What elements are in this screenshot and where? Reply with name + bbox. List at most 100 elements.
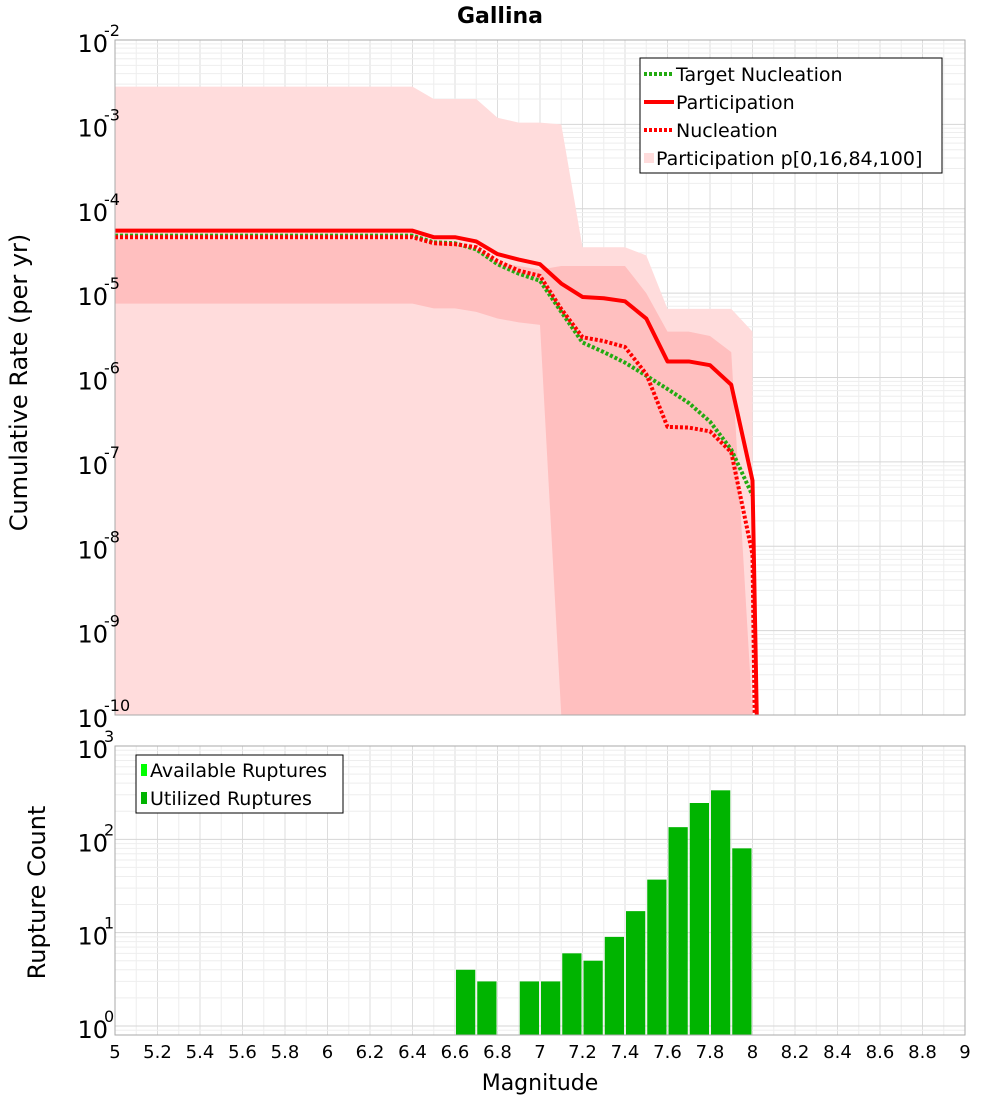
legend-label: Target Nucleation: [675, 64, 843, 86]
y-tick-base: 10: [77, 30, 108, 58]
x-tick-label: 7.4: [611, 1042, 640, 1063]
bar: [562, 953, 582, 1035]
x-tick-label: 7.8: [696, 1042, 725, 1063]
y-tick-exponent: -6: [104, 359, 120, 378]
legend-swatch: [141, 792, 147, 804]
y-tick-base: 10: [77, 829, 108, 857]
y-tick-exponent: -4: [104, 190, 120, 209]
y-tick-label: 10-6: [77, 359, 120, 396]
x-tick-label: 5.8: [271, 1042, 300, 1063]
y-tick-label: 10-7: [77, 443, 120, 480]
x-tick-label: 8: [747, 1042, 758, 1063]
y-tick-base: 10: [77, 923, 108, 951]
legend-box: [135, 754, 344, 814]
bar: [604, 936, 624, 1035]
x-tick-label: 8.6: [866, 1042, 895, 1063]
x-tick-label: 8.8: [908, 1042, 937, 1063]
legend-box: [639, 57, 943, 174]
y-tick-exponent: -5: [104, 274, 120, 293]
y-tick-base: 10: [77, 736, 108, 764]
y-tick-base: 10: [77, 536, 108, 564]
y-tick-label: 100: [77, 1007, 114, 1044]
y-tick-base: 10: [77, 114, 108, 142]
y-tick-label: 10-2: [77, 21, 120, 58]
y-tick-exponent: -10: [104, 696, 130, 715]
band-participation-p16-p84: [115, 239, 753, 716]
x-tick-label: 5.6: [228, 1042, 257, 1063]
y-tick-exponent: 3: [104, 727, 114, 746]
y-tick-exponent: -2: [104, 21, 120, 40]
x-tick-label: 9: [959, 1042, 970, 1063]
series-line-nucleation: [115, 235, 757, 716]
bar: [668, 827, 688, 1035]
x-tick-label: 6: [322, 1042, 333, 1063]
y-tick-base: 10: [77, 621, 108, 649]
rate-plot-y-axis-label: Cumulative Rate (per yr): [5, 234, 33, 532]
legend-label: Nucleation: [676, 120, 778, 142]
rate-plot-lines: [115, 228, 759, 716]
x-tick-label: 5.4: [186, 1042, 215, 1063]
chart-title: Gallina: [457, 4, 543, 29]
legend-swatch: [644, 153, 654, 163]
bar: [477, 981, 497, 1035]
y-tick-label: 10-4: [77, 190, 120, 227]
legend-label: Available Ruptures: [150, 760, 327, 782]
legend-swatch: [141, 764, 147, 776]
y-tick-base: 10: [77, 1016, 108, 1044]
y-tick-base: 10: [77, 452, 108, 480]
bar: [711, 790, 731, 1035]
y-tick-exponent: 2: [104, 820, 114, 839]
rate-plot-legend: Target Nucleation Participation Nucleation…: [639, 57, 943, 174]
bar: [541, 981, 561, 1035]
count-plot-bars: [456, 790, 752, 1035]
y-tick-label: 103: [77, 727, 114, 764]
count-plot-legend: Available Ruptures Utilized Ruptures: [135, 754, 344, 814]
y-tick-label: 10-10: [77, 696, 130, 733]
y-tick-base: 10: [77, 283, 108, 311]
x-tick-label: 7.6: [653, 1042, 682, 1063]
y-tick-exponent: -9: [104, 612, 120, 631]
y-tick-label: 10-5: [77, 274, 120, 311]
y-tick-exponent: 0: [104, 1007, 114, 1026]
bar: [456, 969, 476, 1035]
y-tick-label: 10-3: [77, 105, 120, 142]
y-tick-label: 101: [77, 914, 114, 951]
bar: [647, 879, 667, 1035]
y-tick-label: 102: [77, 820, 114, 857]
y-tick-base: 10: [77, 368, 108, 396]
y-tick-exponent: -8: [104, 527, 120, 546]
x-tick-label: 5.2: [143, 1042, 172, 1063]
x-tick-label: 8.4: [823, 1042, 852, 1063]
y-tick-exponent: -7: [104, 443, 120, 462]
y-tick-exponent: -3: [104, 105, 120, 124]
y-tick-exponent: 1: [104, 914, 114, 933]
legend-label: Participation p[0,16,84,100]: [656, 148, 922, 170]
bar: [519, 981, 539, 1035]
legend-label: Participation: [676, 92, 795, 114]
x-tick-label: 5: [109, 1042, 120, 1063]
x-tick-label: 8.2: [781, 1042, 810, 1063]
count-plot-frame: [114, 745, 966, 1036]
count-plot-x-ticks: 5 5.2 5.4 5.6 5.8 6 6.2 6.4 6.6 6.8 7 7.2 7.4 7.6 7.8 8…: [109, 1042, 970, 1063]
bar: [689, 803, 709, 1035]
bar: [732, 848, 752, 1035]
x-tick-label: 7.2: [568, 1042, 597, 1063]
y-tick-label: 10-9: [77, 612, 120, 649]
x-tick-label: 6.4: [398, 1042, 427, 1063]
y-tick-base: 10: [77, 199, 108, 227]
y-tick-base: 10: [77, 705, 108, 733]
legend-label: Utilized Ruptures: [150, 788, 312, 810]
x-tick-label: 6.2: [356, 1042, 385, 1063]
rate-plot-bands: [115, 86, 753, 716]
x-tick-label: 6.6: [441, 1042, 470, 1063]
y-tick-label: 10-8: [77, 527, 120, 564]
bar: [583, 960, 603, 1035]
rate-plot-frame: [114, 39, 966, 716]
series-line-participation: [115, 228, 759, 716]
x-tick-label: 6.8: [483, 1042, 512, 1063]
